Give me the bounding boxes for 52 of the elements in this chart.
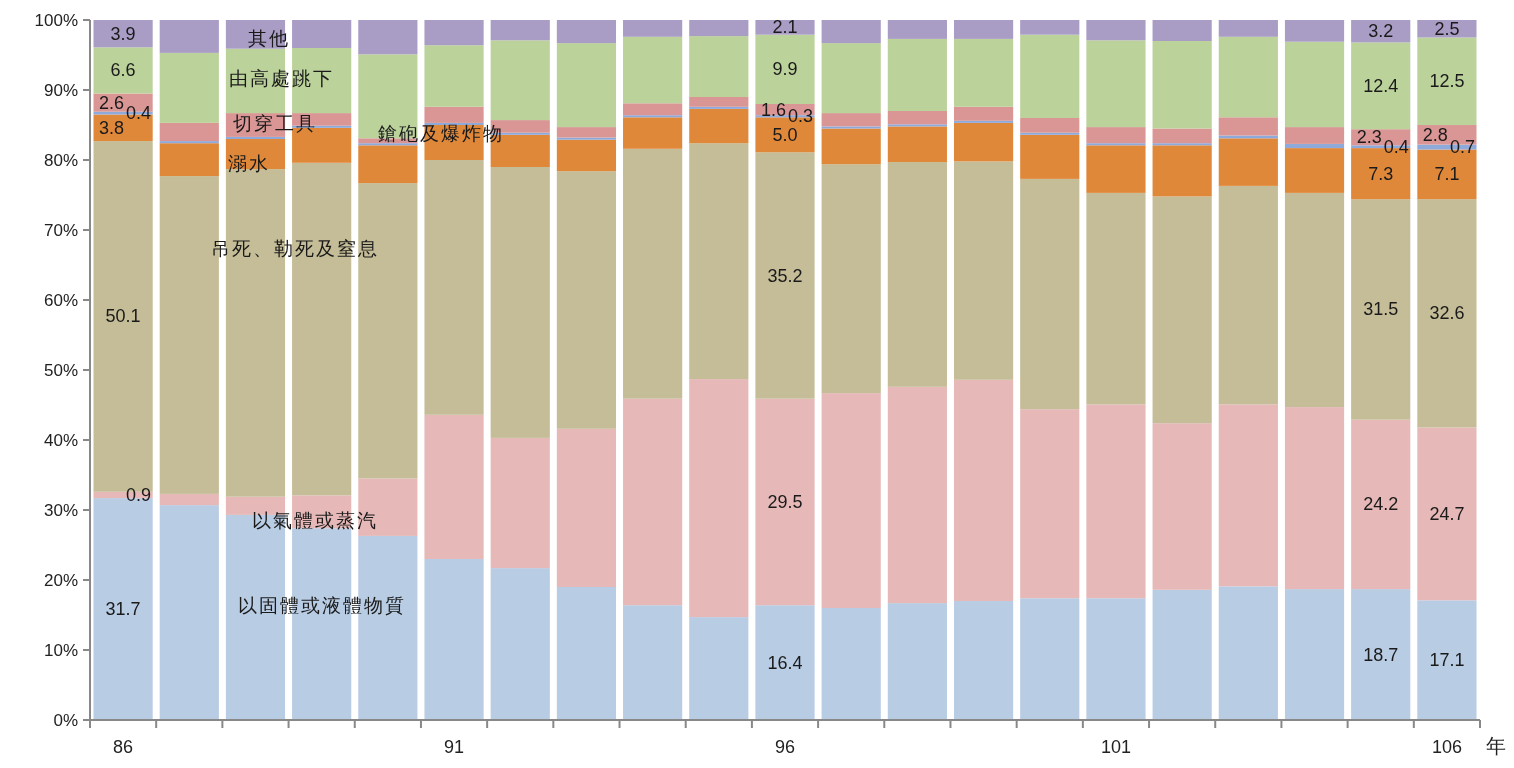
data-label: 9.9: [772, 59, 798, 80]
data-label: 6.6: [110, 60, 136, 81]
data-label: 3.8: [99, 117, 125, 138]
data-label: 12.5: [1429, 71, 1465, 92]
data-label: 29.5: [767, 491, 803, 512]
data-label: 1.6: [760, 99, 786, 120]
x-tick-label: 101: [1100, 737, 1131, 757]
data-label: 31.5: [1363, 299, 1399, 320]
x-tick-label: 91: [444, 737, 465, 757]
data-label: 18.7: [1363, 644, 1399, 665]
data-label: 35.2: [767, 265, 803, 286]
data-label: 2.6: [99, 92, 125, 113]
y-tick-label: 90%: [43, 81, 78, 100]
data-label: 2.1: [772, 17, 798, 38]
data-label: 2.8: [1422, 124, 1448, 145]
data-label: 16.4: [767, 652, 803, 673]
y-tick-label: 20%: [43, 571, 78, 590]
y-tick-label: 70%: [43, 221, 78, 240]
data-label: 24.2: [1363, 494, 1399, 515]
data-label: 0.9: [126, 484, 152, 505]
y-tick-label: 30%: [43, 501, 78, 520]
x-tick-label: 106: [1431, 737, 1462, 757]
data-label: 17.1: [1429, 650, 1465, 671]
data-label: 32.6: [1429, 303, 1465, 324]
data-label: 12.4: [1363, 75, 1399, 96]
data-label: 2.5: [1434, 18, 1460, 39]
data-label: 24.7: [1429, 503, 1465, 524]
y-tick-label: 100%: [34, 11, 78, 30]
data-label: 7.1: [1434, 164, 1460, 185]
series-label: 由高處跳下: [229, 67, 335, 90]
data-label: 31.7: [105, 599, 141, 620]
data-label: 0.3: [788, 106, 814, 127]
y-tick-label: 40%: [43, 431, 78, 450]
data-label: 0.4: [1383, 136, 1409, 157]
series-label: 以固體或液體物質: [237, 594, 406, 617]
data-label: 7.3: [1368, 163, 1394, 184]
data-label: 0.4: [126, 103, 152, 124]
y-tick-label: 60%: [43, 291, 78, 310]
x-tick-label: 96: [774, 737, 796, 757]
data-label: 2.3: [1356, 127, 1382, 148]
series-label: 以氣體或蒸汽: [252, 508, 379, 531]
data-label: 5.0: [772, 124, 798, 145]
y-tick-label: 0%: [53, 711, 78, 730]
y-tick-label: 50%: [43, 361, 78, 380]
x-tick-label: 86: [113, 737, 134, 757]
series-label: 溺水: [227, 151, 270, 174]
x-axis-title: 年: [1486, 735, 1506, 757]
y-tick-label: 80%: [43, 151, 78, 170]
y-tick-label: 10%: [43, 641, 78, 660]
data-label: 3.9: [110, 23, 136, 44]
data-label: 50.1: [105, 306, 141, 327]
data-label: 3.2: [1368, 21, 1394, 42]
